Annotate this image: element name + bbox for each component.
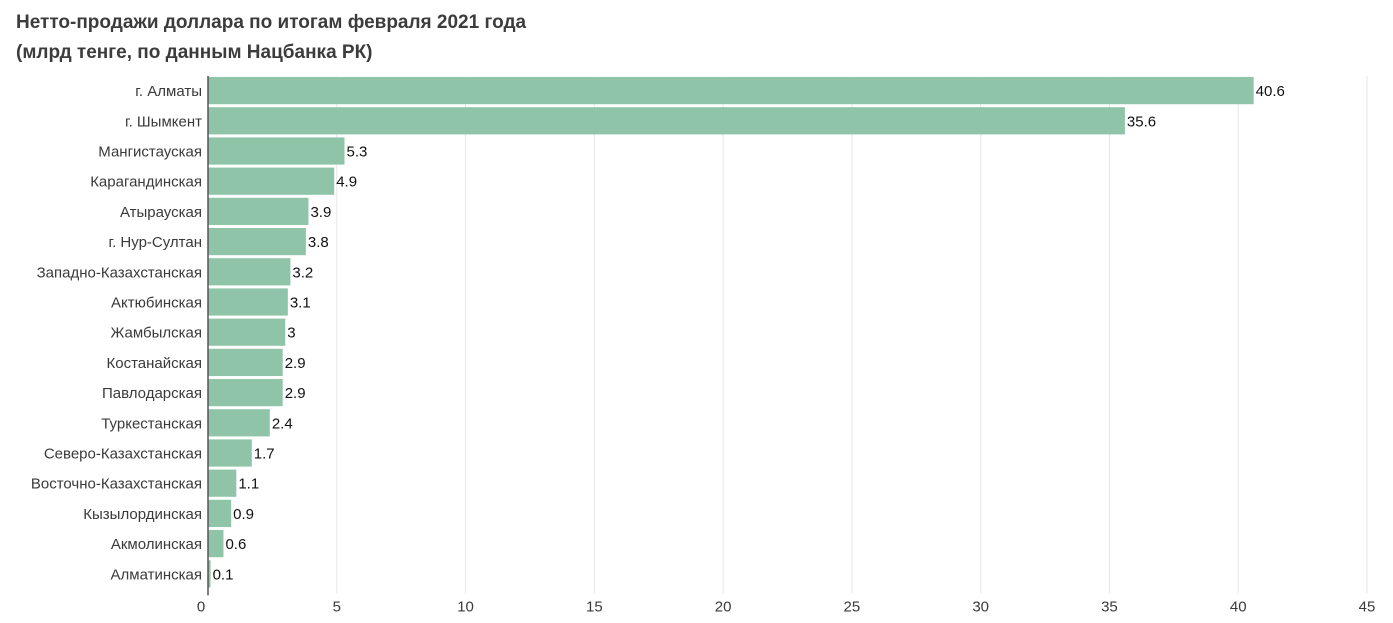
x-tick-label: 15	[586, 598, 603, 615]
x-tick-label: 30	[972, 598, 989, 615]
bar	[208, 530, 224, 558]
category-label: Жамбылская	[111, 325, 203, 342]
category-label: Кызылординская	[83, 506, 202, 523]
x-tick-label: 40	[1230, 598, 1247, 615]
bar	[208, 167, 335, 195]
category-label: Мангистауская	[98, 144, 202, 161]
category-label: Павлодарская	[102, 385, 202, 402]
value-label: 0.9	[233, 506, 254, 523]
category-label: г. Нур-Султан	[108, 234, 202, 251]
x-tick-label: 20	[715, 598, 732, 615]
category-label: Северо-Казахстанская	[44, 446, 202, 463]
chart-title: Нетто-продажи доллара по итогам февраля …	[16, 8, 526, 68]
bar	[208, 228, 306, 256]
value-label: 0.6	[225, 536, 246, 553]
category-label: Восточно-Казахстанская	[31, 476, 202, 493]
category-label: Акмолинская	[111, 536, 202, 553]
category-label: Атырауская	[120, 204, 202, 221]
bar	[208, 137, 345, 165]
chart-title-line: Нетто-продажи доллара по итогам февраля …	[16, 12, 527, 33]
bar	[208, 469, 237, 497]
bar	[208, 499, 232, 527]
x-tick-label: 25	[844, 598, 861, 615]
value-label: 2.9	[285, 385, 306, 402]
bar	[208, 77, 1254, 105]
category-label: Актюбинская	[111, 295, 202, 312]
category-labels: г. Алматы г. Шымкент Мангистауская Караганд…	[31, 83, 202, 583]
chart-subtitle: (млрд тенге, по данным Нацбанка РК)	[16, 42, 373, 63]
bar	[208, 288, 288, 316]
x-tick-label: 45	[1359, 598, 1376, 615]
bar	[208, 197, 309, 225]
bar	[208, 258, 291, 286]
category-label: Алматинская	[111, 566, 202, 583]
value-label: 2.4	[272, 415, 293, 432]
value-label: 2.9	[285, 355, 306, 372]
value-label: 3	[287, 325, 295, 342]
value-labels: 40.6 35.6 5.3 4.9 3.9 3.8 3.2 3.1 3 2.9 2.9 2.4 1.7 1…	[213, 83, 1285, 583]
category-label: Туркестанская	[101, 415, 202, 432]
bars	[208, 77, 1254, 588]
category-label: Костанайская	[107, 355, 203, 372]
category-label: Западно-Казахстанская	[37, 264, 202, 281]
x-tick-labels: 0 5 10 15 20 25 30 35 40 45	[197, 598, 1376, 615]
category-label: г. Алматы	[135, 83, 202, 100]
value-label: 1.7	[254, 446, 275, 463]
bar	[208, 409, 270, 437]
bar	[208, 107, 1125, 135]
value-label: 40.6	[1256, 83, 1285, 100]
value-label: 5.3	[347, 144, 368, 161]
value-label: 3.1	[290, 295, 311, 312]
bar	[208, 348, 283, 376]
value-label: 0.1	[213, 566, 234, 583]
x-tick-label: 0	[197, 598, 205, 615]
x-tick-label: 5	[333, 598, 341, 615]
x-tick-label: 10	[457, 598, 474, 615]
category-label: г. Шымкент	[125, 113, 202, 130]
bar	[208, 379, 283, 407]
value-label: 3.9	[310, 204, 331, 221]
bar	[208, 560, 211, 588]
value-label: 35.6	[1127, 113, 1156, 130]
x-tick-label: 35	[1101, 598, 1118, 615]
value-label: 1.1	[238, 476, 259, 493]
bar	[208, 318, 286, 346]
value-label: 4.9	[336, 174, 357, 191]
value-label: 3.2	[292, 264, 313, 281]
value-label: 3.8	[308, 234, 329, 251]
gridlines	[336, 76, 1368, 594]
bar	[208, 439, 252, 467]
category-label: Карагандинская	[90, 174, 202, 191]
